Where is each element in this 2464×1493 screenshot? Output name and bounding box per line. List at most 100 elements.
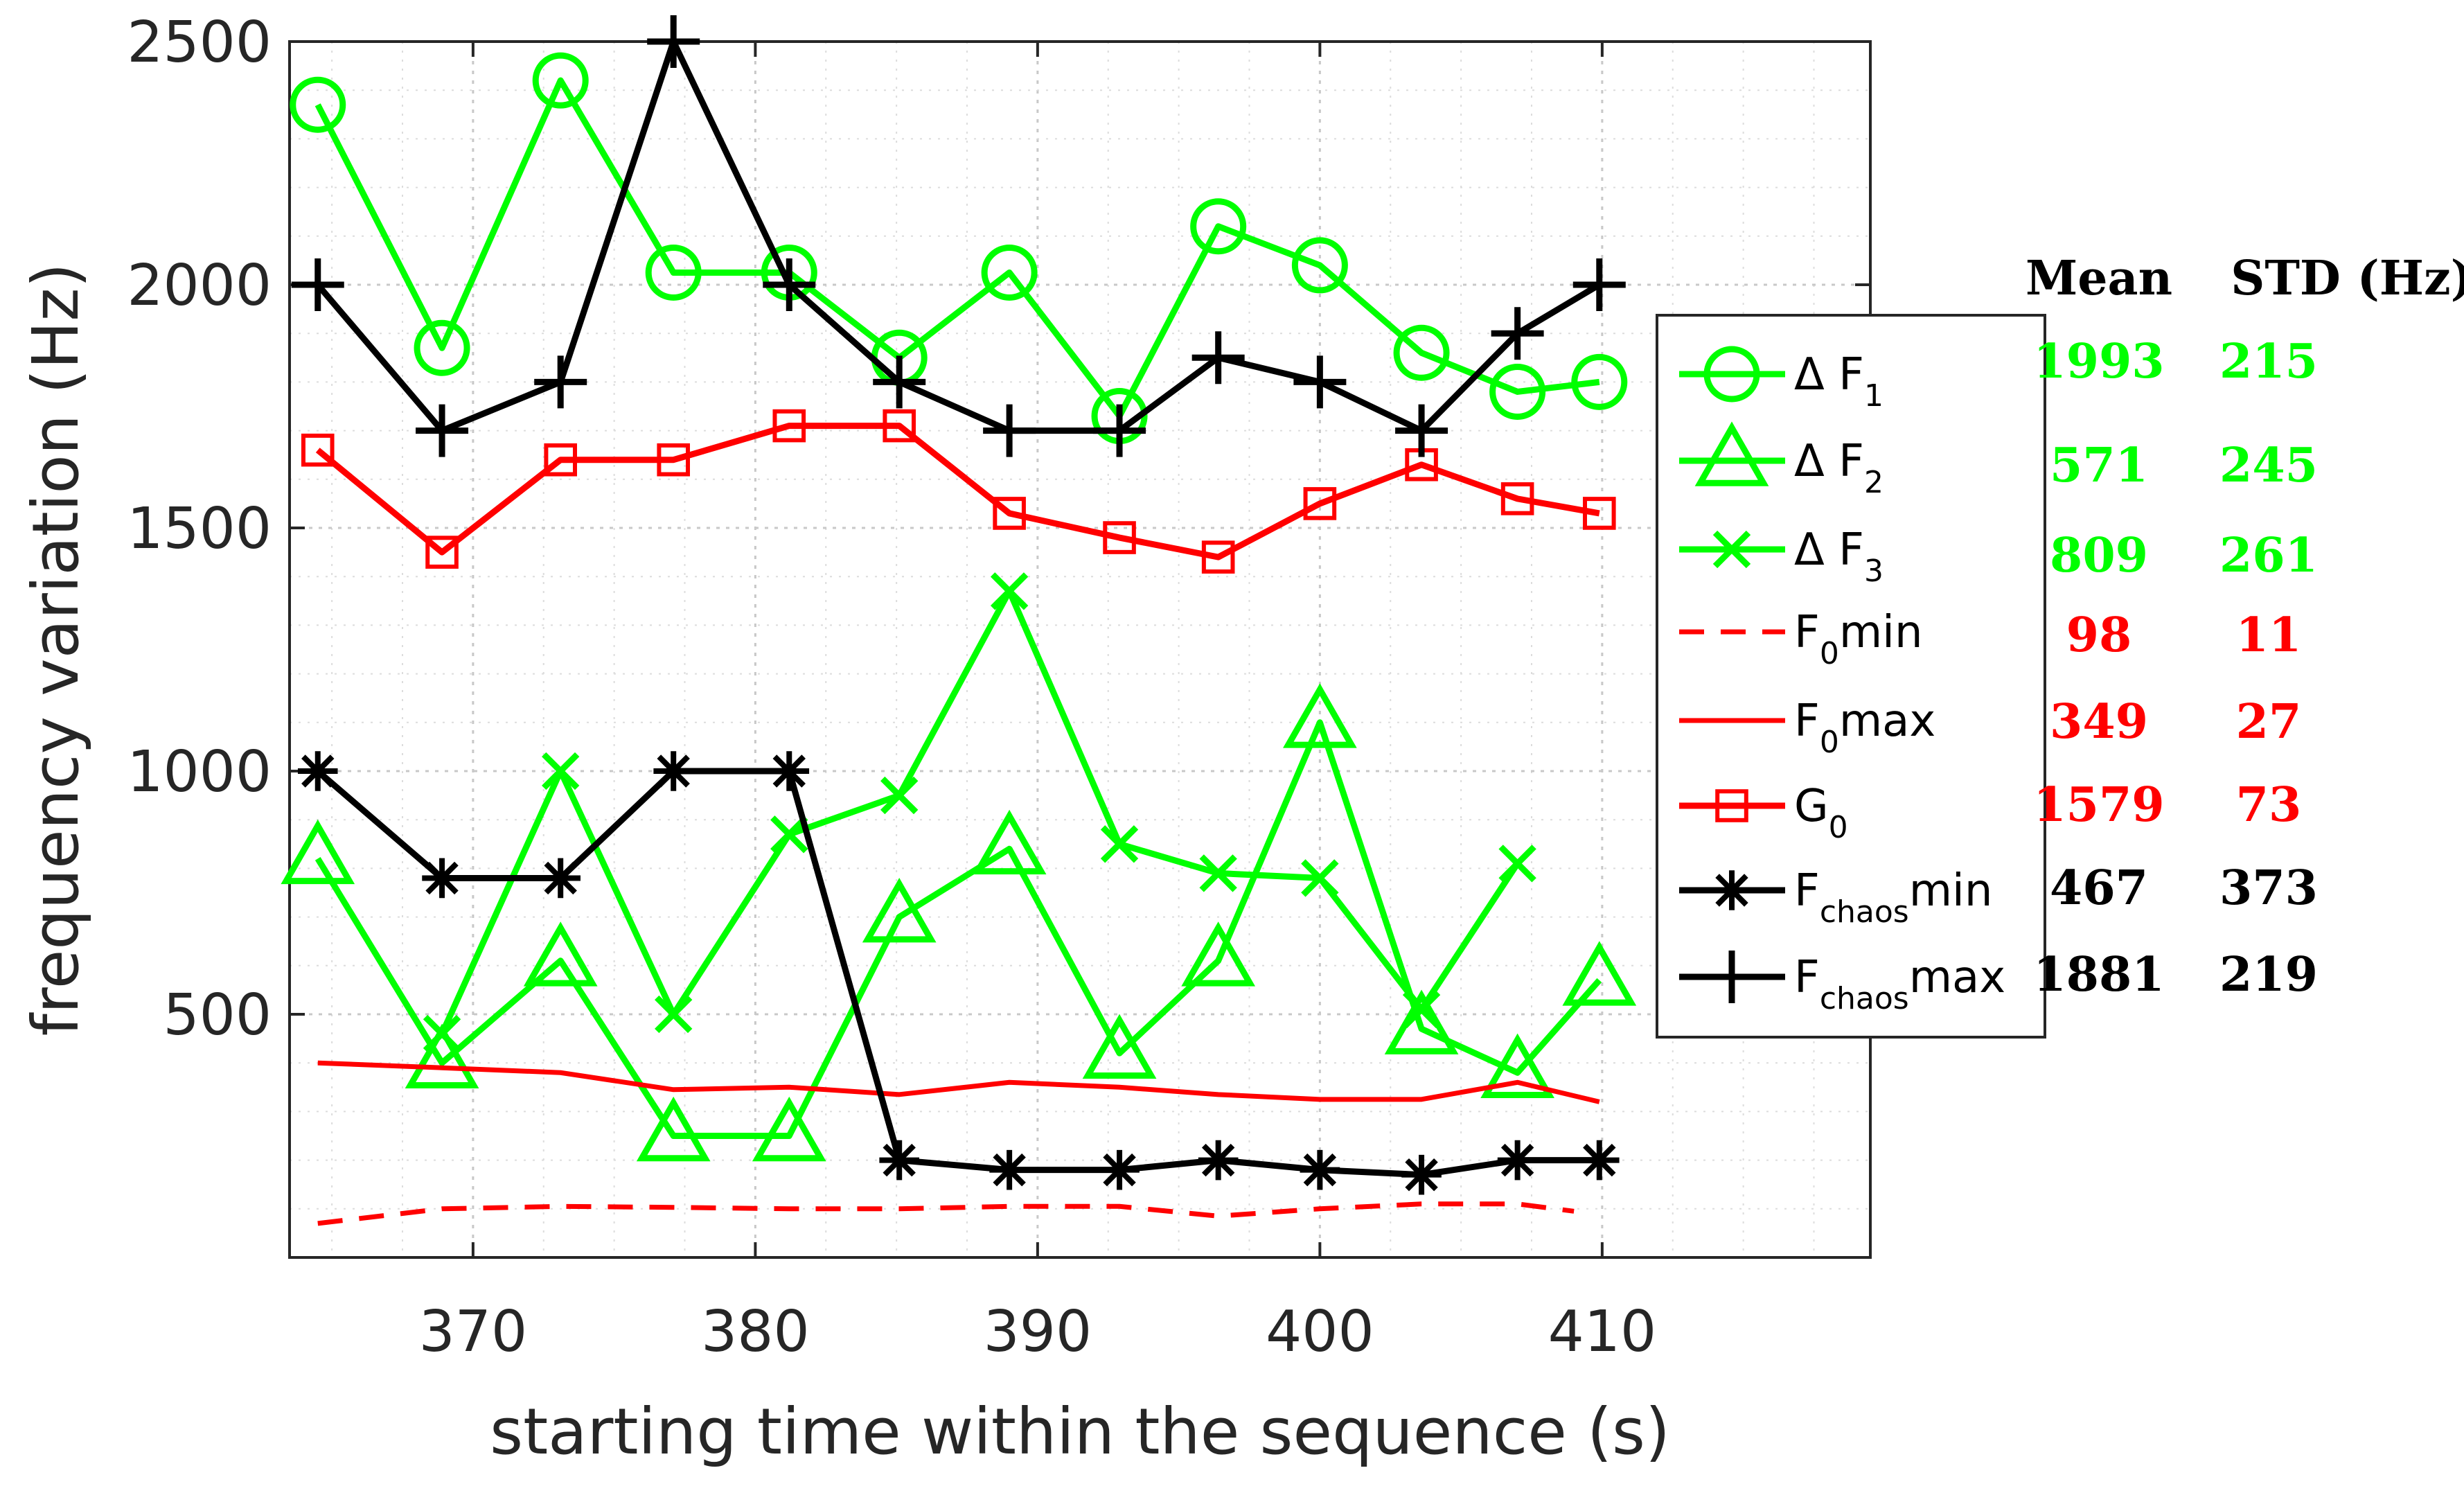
stat-mean-F0max: 349 bbox=[2050, 694, 2148, 750]
data-point-marker bbox=[281, 819, 355, 885]
series-Δ F2 bbox=[281, 683, 1637, 1162]
data-point-marker bbox=[770, 815, 808, 854]
legend-item-G0: G0 bbox=[1679, 781, 1848, 845]
x-tick-label: 410 bbox=[1548, 1299, 1657, 1365]
data-point-marker bbox=[873, 355, 926, 409]
legend-label-sub: 0 bbox=[1820, 725, 1839, 760]
data-point-marker bbox=[657, 443, 691, 477]
x-axis-label: starting time within the sequence (s) bbox=[490, 1395, 1670, 1469]
stats-header-mean: Mean bbox=[2026, 251, 2172, 306]
legend-swatch-marker bbox=[1712, 870, 1752, 910]
series-F0min bbox=[317, 1201, 1575, 1226]
data-point-marker bbox=[1303, 487, 1337, 520]
data-point-marker bbox=[647, 15, 700, 68]
legend-label-main: Δ F bbox=[1794, 436, 1864, 487]
legend-item-F0min: F0min bbox=[1679, 607, 1923, 671]
series-line bbox=[315, 768, 1599, 1178]
legend-box bbox=[1656, 314, 2046, 1039]
data-point-marker bbox=[425, 536, 459, 569]
x-tick-label: 370 bbox=[419, 1299, 528, 1365]
data-point-marker bbox=[1480, 1033, 1554, 1099]
legend-label: Δ F2 bbox=[1794, 436, 1884, 500]
plot-area-frame bbox=[288, 40, 1872, 1259]
series-line bbox=[315, 423, 1600, 560]
data-point-marker bbox=[423, 1014, 461, 1053]
data-point-marker bbox=[1301, 859, 1339, 897]
data-point-marker bbox=[862, 878, 937, 943]
data-point-marker bbox=[1393, 324, 1450, 381]
stat-std-F0min: 11 bbox=[2236, 608, 2302, 663]
data-point-marker bbox=[655, 995, 693, 1034]
data-point-marker bbox=[1291, 237, 1348, 294]
data-point-marker bbox=[645, 244, 702, 301]
data-point-marker bbox=[981, 244, 1038, 301]
y-tick-label: 1000 bbox=[127, 739, 272, 805]
stat-std-Δ F3: 261 bbox=[2219, 528, 2318, 583]
legend-label-sub: 2 bbox=[1864, 465, 1884, 500]
data-point-marker bbox=[1572, 258, 1626, 311]
stats-header-std: STD (Hz) bbox=[2231, 251, 2464, 306]
data-point-marker bbox=[540, 858, 580, 899]
data-point-marker bbox=[769, 751, 810, 791]
stat-std-Δ F1: 215 bbox=[2219, 334, 2318, 389]
data-point-marker bbox=[989, 1149, 1029, 1190]
data-point-marker bbox=[405, 1023, 479, 1088]
x-tick-label: 380 bbox=[701, 1299, 810, 1365]
legend-swatch-marker bbox=[1705, 951, 1758, 1003]
data-point-marker bbox=[1103, 521, 1136, 554]
legend-swatch-marker bbox=[1694, 421, 1769, 486]
legend-label-sub: 0 bbox=[1829, 810, 1848, 845]
legend-label: Δ F1 bbox=[1794, 349, 1884, 414]
data-point-marker bbox=[772, 409, 806, 443]
legend-label: F0max bbox=[1794, 696, 1935, 760]
data-point-marker bbox=[1082, 1014, 1157, 1079]
stat-mean-F0min: 98 bbox=[2066, 608, 2132, 663]
legend-label-sub: chaos bbox=[1820, 981, 1909, 1016]
data-point-marker bbox=[983, 404, 1036, 457]
series-line bbox=[317, 1060, 1600, 1104]
stat-std-Δ F2: 245 bbox=[2219, 438, 2318, 493]
stat-std-F0max: 27 bbox=[2236, 694, 2302, 750]
series-Fchaosmax bbox=[291, 15, 1626, 457]
series-line bbox=[314, 719, 1602, 1139]
legend-label: Δ F3 bbox=[1794, 524, 1884, 589]
stat-mean-Δ F1: 1993 bbox=[2033, 334, 2164, 389]
data-point-marker bbox=[544, 443, 578, 477]
legend-item-Δ F1: Δ F1 bbox=[1679, 346, 1884, 414]
stat-mean-Fchaosmax: 1881 bbox=[2033, 947, 2164, 1002]
series-line bbox=[317, 1201, 1575, 1226]
legend-label-main: F bbox=[1794, 865, 1820, 917]
legend-label-main: G bbox=[1794, 781, 1829, 832]
data-point-marker bbox=[1500, 482, 1534, 515]
series-F0max bbox=[317, 1060, 1600, 1104]
series-layer bbox=[281, 15, 1637, 1226]
stat-std-Fchaosmin: 373 bbox=[2219, 860, 2318, 916]
data-point-marker bbox=[763, 258, 816, 311]
data-point-marker bbox=[993, 497, 1026, 530]
legend-label-tail: min bbox=[1909, 865, 1993, 917]
data-point-marker bbox=[990, 572, 1029, 610]
x-tick-label: 400 bbox=[1266, 1299, 1374, 1365]
legend-label-main: F bbox=[1794, 607, 1820, 658]
grid bbox=[290, 42, 1870, 1257]
legend-label: G0 bbox=[1794, 781, 1848, 845]
stat-std-Fchaosmax: 219 bbox=[2219, 947, 2318, 1002]
stat-mean-Fchaosmin: 467 bbox=[2050, 860, 2148, 916]
data-point-marker bbox=[290, 76, 346, 133]
data-point-marker bbox=[542, 752, 580, 790]
data-point-marker bbox=[1583, 497, 1616, 530]
legend-swatch-marker bbox=[1703, 346, 1760, 403]
data-point-marker bbox=[1201, 540, 1235, 574]
y-tick-label: 500 bbox=[163, 982, 272, 1048]
x-tick-label: 390 bbox=[984, 1299, 1092, 1365]
y-tick-label: 2000 bbox=[127, 253, 272, 319]
data-point-marker bbox=[1498, 845, 1536, 883]
series-line bbox=[438, 588, 1521, 1035]
legend-label-tail: min bbox=[1839, 607, 1923, 658]
data-point-marker bbox=[883, 409, 916, 443]
data-point-marker bbox=[1099, 1149, 1140, 1190]
data-point-marker bbox=[1579, 1140, 1620, 1181]
legend-label-main: Δ F bbox=[1794, 524, 1864, 576]
data-point-marker bbox=[1181, 921, 1256, 987]
